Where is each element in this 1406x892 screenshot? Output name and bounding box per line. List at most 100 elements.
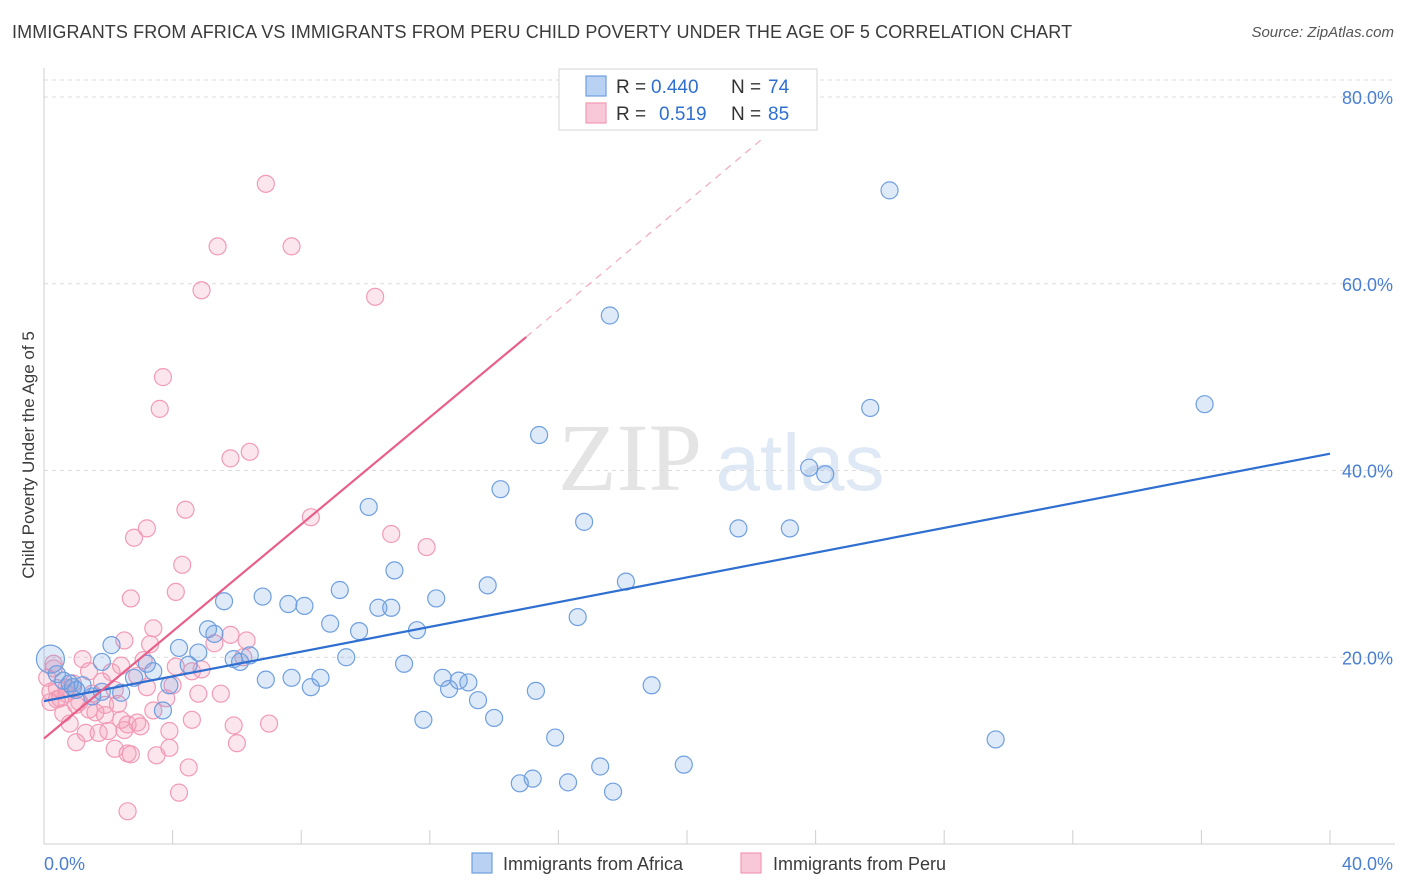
watermark-zip: ZIP (558, 404, 702, 511)
watermark-atlas: atlas (716, 418, 885, 507)
africa-point (642, 676, 661, 695)
africa-point (780, 519, 799, 538)
peru-trend-line (43, 336, 527, 740)
peru-point (382, 524, 401, 544)
legend-africa-n-value: 74 (768, 77, 790, 98)
y-tick-label: 40.0% (1342, 462, 1393, 482)
africa-point (369, 598, 388, 617)
peru-point (208, 237, 227, 256)
africa-point (92, 652, 111, 672)
africa-trend-line (43, 452, 1331, 703)
peru-point (259, 714, 279, 733)
africa-point (394, 654, 414, 673)
bottom-legend-africa-swatch (471, 852, 493, 874)
africa-point (282, 668, 301, 687)
africa-point (491, 480, 510, 499)
africa-point (459, 673, 478, 692)
africa-point (330, 580, 349, 600)
peru-point (237, 631, 256, 650)
africa-point (816, 465, 835, 484)
tick-labels: 20.0% 40.0% 60.0% 80.0% 0.0% 40.0% (44, 88, 1393, 874)
peru-point (137, 519, 156, 538)
peru-point (173, 555, 192, 574)
africa-point (526, 681, 545, 700)
peru-point (221, 449, 240, 468)
africa-point (600, 306, 619, 325)
peru-point (169, 783, 189, 802)
africa-point (1195, 395, 1214, 414)
bottom-legend-peru-label: Immigrants from Peru (773, 854, 946, 874)
africa-point (603, 782, 623, 801)
africa-point (800, 458, 819, 477)
peru-point (176, 500, 195, 519)
legend-peru-n-label: N = (731, 104, 761, 125)
africa-point (468, 691, 488, 710)
peru-point (227, 734, 246, 753)
africa-point (295, 596, 314, 615)
peru-point (366, 287, 385, 306)
peru-point (67, 733, 86, 752)
peru-point (192, 281, 211, 300)
watermark: ZIP atlas (558, 404, 884, 511)
peru-point (144, 701, 163, 720)
y-axis-label: Child Poverty Under the Age of 5 (19, 331, 38, 579)
peru-point (121, 745, 140, 764)
africa-point (214, 592, 234, 611)
africa-point (674, 755, 693, 774)
peru-point (76, 723, 95, 742)
peru-point (95, 706, 115, 725)
africa-point (558, 773, 578, 792)
africa-point (382, 598, 401, 617)
africa-point (137, 654, 156, 673)
y-tick-label: 80.0% (1342, 88, 1393, 108)
africa-point (359, 497, 378, 517)
legend-peru-swatch (585, 102, 607, 124)
trend-lines (43, 139, 1331, 740)
correlation-legend: R = 0.440 N = 74 R = 0.519 N = 85 (558, 68, 818, 131)
peru-point (179, 758, 198, 777)
peru-point (221, 625, 240, 644)
africa-point (478, 576, 497, 595)
peru-point (147, 746, 166, 765)
africa-point (169, 638, 189, 658)
africa-point (729, 519, 748, 538)
peru-point (118, 802, 137, 821)
source-credit: Source: ZipAtlas.com (1251, 24, 1394, 41)
peru-point (189, 684, 208, 703)
peru-point (124, 528, 144, 547)
peru-point (240, 442, 259, 461)
africa-point (112, 683, 131, 702)
africa-point (349, 622, 369, 641)
series-legend: Immigrants from Africa Immigrants from P… (471, 852, 946, 874)
africa-point (253, 587, 272, 606)
legend-africa-r-value: 0.440 (651, 77, 699, 98)
peru-point (144, 619, 163, 638)
africa-point (256, 670, 275, 689)
africa-point (880, 181, 899, 200)
peru-point (417, 537, 436, 557)
africa-point (279, 594, 298, 614)
x-tick-label: 40.0% (1342, 854, 1393, 874)
peru-point (112, 656, 131, 675)
peru-trend-extension (525, 139, 762, 338)
africa-point (337, 648, 356, 667)
africa-point (591, 757, 610, 776)
africa-point (102, 636, 121, 655)
africa-point (986, 730, 1005, 749)
africa-point (575, 512, 594, 531)
peru-point (121, 589, 140, 608)
peru-point (282, 237, 301, 256)
africa-point (160, 676, 179, 695)
bottom-legend-africa-label: Immigrants from Africa (503, 854, 684, 874)
legend-peru-n-value: 85 (768, 104, 789, 125)
legend-africa-r-label: R = (616, 77, 646, 98)
africa-point (47, 664, 66, 684)
legend-africa-n-label: N = (731, 77, 761, 98)
peru-point (160, 721, 179, 741)
africa-point (568, 607, 587, 627)
africa-point (385, 561, 404, 580)
chart-title: IMMIGRANTS FROM AFRICA VS IMMIGRANTS FRO… (12, 22, 1073, 42)
legend-peru-r-label: R = (616, 104, 646, 125)
peru-point (182, 710, 201, 729)
